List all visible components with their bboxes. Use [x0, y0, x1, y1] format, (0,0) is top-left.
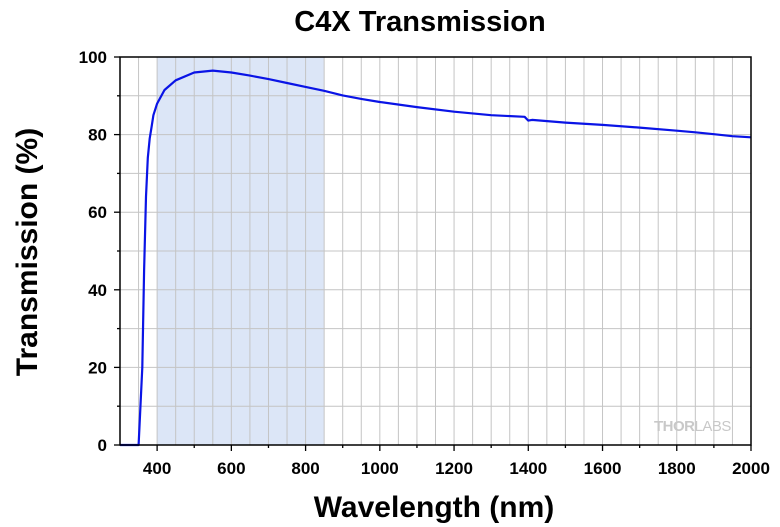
x-tick-label: 1600 — [584, 459, 622, 478]
x-tick-label: 400 — [143, 459, 171, 478]
x-tick-label: 800 — [291, 459, 319, 478]
tick-layer: 400 600 800 1000 1200 1400 1600 1800 2000 0 20 40 60… — [79, 48, 770, 478]
x-tick-label: 2000 — [732, 459, 770, 478]
thorlabs-watermark: THORLABS — [654, 418, 732, 435]
series-layer — [120, 69, 752, 447]
x-tick-label: 1000 — [361, 459, 399, 478]
y-tick-label: 100 — [79, 48, 107, 67]
y-tick-label: 60 — [88, 203, 107, 222]
svg-text:THORLABS: THORLABS — [654, 418, 731, 435]
x-tick-label: 600 — [217, 459, 245, 478]
y-tick-label: 20 — [88, 358, 107, 377]
chart-title: C4X Transmission — [294, 6, 545, 38]
x-axis-label: Wavelength (nm) — [314, 491, 555, 524]
watermark-thor: THOR — [654, 418, 695, 435]
y-tick-label: 80 — [88, 126, 107, 145]
y-tick-label: 0 — [98, 436, 107, 455]
x-tick-label: 1200 — [435, 459, 473, 478]
x-tick-label: 1800 — [658, 459, 696, 478]
y-tick-label: 40 — [88, 281, 107, 300]
series-line-0 — [120, 69, 752, 447]
y-axis-label: Transmission (%) — [11, 128, 44, 376]
x-tick-label: 1400 — [509, 459, 547, 478]
grid-layer — [120, 57, 751, 445]
watermark-labs: LABS — [695, 418, 732, 435]
